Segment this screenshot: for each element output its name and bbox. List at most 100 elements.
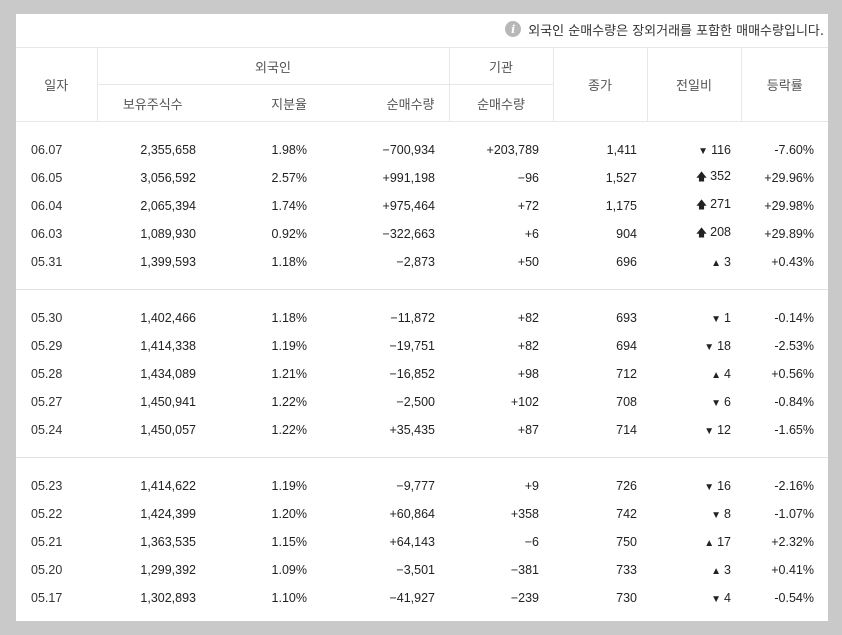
close-cell: 726 — [616, 478, 637, 493]
rate-cell: +29.89% — [764, 226, 814, 241]
change-cell: ▼ 18 — [647, 332, 741, 360]
change-value: 8 — [724, 506, 731, 521]
holdings-cell: 1,450,941 — [140, 394, 196, 409]
foreign-net-cell: −19,751 — [389, 338, 435, 353]
change-value: 352 — [710, 169, 731, 183]
foreign-net-cell: +60,864 — [389, 506, 435, 521]
spacer-cell — [16, 612, 828, 626]
header-date: 일자 — [16, 47, 97, 122]
holdings-cell: 3,056,592 — [140, 170, 196, 185]
holdings-cell: 1,450,057 — [140, 422, 196, 437]
ratio-cell: 1.19% — [271, 478, 307, 493]
triangle-down-icon: ▼ — [704, 481, 715, 493]
change-value: 208 — [710, 225, 731, 239]
close-cell: 712 — [616, 366, 637, 381]
triangle-up-icon: ▲ — [704, 537, 715, 549]
triangle-up-icon: ▲ — [711, 565, 722, 577]
change-value: 12 — [717, 422, 731, 437]
date-cell: 05.27 — [31, 394, 63, 409]
inst-net-cell: +102 — [510, 394, 539, 409]
ratio-cell: 1.18% — [271, 254, 307, 269]
header-institution: 기관 — [448, 47, 553, 85]
triangle-down-icon: ▼ — [711, 509, 722, 521]
table-row: 05.30 1,402,466 1.18% −11,872 +82 693 ▼ 1 -0.14% — [16, 304, 828, 332]
date-cell: 05.17 — [31, 590, 63, 605]
rate-cell: +29.98% — [764, 198, 814, 213]
change-value: 4 — [724, 366, 731, 381]
rate-cell: -0.54% — [774, 590, 814, 605]
spacer-cell — [16, 443, 828, 458]
rate-cell: -0.84% — [774, 394, 814, 409]
inst-net-cell: +9 — [524, 478, 539, 493]
close-cell: 733 — [616, 562, 637, 577]
change-cell: ▲ 4 — [647, 360, 741, 388]
change-value: 18 — [717, 338, 731, 353]
close-cell: 708 — [616, 394, 637, 409]
foreign-net-cell: −2,500 — [396, 394, 435, 409]
foreign-net-cell: +64,143 — [389, 534, 435, 549]
header-change: 전일비 — [646, 47, 741, 122]
row-spacer — [16, 290, 828, 304]
triangle-down-icon: ▼ — [711, 397, 722, 409]
holdings-cell: 1,399,593 — [140, 254, 196, 269]
table-row: 05.27 1,450,941 1.22% −2,500 +102 708 ▼ 6 -0.84% — [16, 388, 828, 416]
ratio-cell: 1.98% — [271, 142, 307, 157]
ratio-cell: 0.92% — [271, 226, 307, 241]
foreign-net-cell: −41,927 — [389, 590, 435, 605]
info-icon: i — [505, 21, 522, 37]
holdings-cell: 1,363,535 — [140, 534, 196, 549]
header-foreign-net: 순매수량 — [321, 84, 449, 122]
inst-net-cell: +6 — [524, 226, 539, 241]
table-row: 05.17 1,302,893 1.10% −41,927 −239 730 ▼ 4 -0.54… — [16, 584, 828, 612]
close-cell: 1,175 — [605, 198, 637, 213]
rate-cell: -2.53% — [774, 338, 814, 353]
change-cell: ▼ 16 — [647, 472, 741, 500]
change-value: 16 — [717, 478, 731, 493]
table-row: 05.28 1,434,089 1.21% −16,852 +98 712 ▲ 4 +0.56% — [16, 360, 828, 388]
header-ratio: 지분율 — [208, 84, 321, 122]
inst-net-cell: +358 — [510, 506, 539, 521]
rate-cell: +29.96% — [764, 170, 814, 185]
change-value: 1 — [724, 310, 731, 325]
date-cell: 05.20 — [31, 562, 63, 577]
rate-cell: +0.43% — [771, 254, 814, 269]
inst-net-cell: +98 — [517, 366, 539, 381]
change-value: 17 — [717, 534, 731, 549]
ratio-cell: 1.18% — [271, 310, 307, 325]
holdings-cell: 1,434,089 — [140, 366, 196, 381]
change-cell: ▲ 3 — [647, 556, 741, 584]
rate-cell: -0.14% — [774, 310, 814, 325]
foreign-net-cell: +991,198 — [382, 170, 435, 185]
close-cell: 714 — [616, 422, 637, 437]
change-cell: 🡅 208 — [647, 220, 741, 248]
inst-net-cell: −239 — [510, 590, 539, 605]
change-value: 3 — [724, 254, 731, 269]
header-close: 종가 — [552, 47, 647, 122]
holdings-cell: 1,302,893 — [140, 590, 196, 605]
change-cell: 🡅 271 — [647, 192, 741, 220]
change-value: 4 — [724, 590, 731, 605]
close-cell: 1,411 — [606, 142, 637, 157]
arrow-up-icon: 🡅 — [695, 227, 708, 239]
row-spacer — [16, 122, 828, 136]
ratio-cell: 1.15% — [271, 534, 307, 549]
change-cell: ▼ 8 — [647, 500, 741, 528]
table-row: 05.23 1,414,622 1.19% −9,777 +9 726 ▼ 16 -2.16% — [16, 472, 828, 500]
date-cell: 05.22 — [31, 506, 63, 521]
inst-net-cell: +72 — [517, 198, 539, 213]
rate-cell: -1.65% — [774, 422, 814, 437]
foreign-net-cell: −2,873 — [396, 254, 435, 269]
table-row: 06.05 3,056,592 2.57% +991,198 −96 1,527 🡅 352 +… — [16, 164, 828, 192]
holdings-cell: 2,065,394 — [140, 198, 196, 213]
spacer-cell — [16, 290, 828, 304]
foreign-net-cell: −16,852 — [389, 366, 435, 381]
date-cell: 06.05 — [31, 170, 63, 185]
ratio-cell: 1.09% — [271, 562, 307, 577]
close-cell: 730 — [616, 590, 637, 605]
change-cell: ▲ 17 — [647, 528, 741, 556]
spacer-cell — [16, 458, 828, 472]
table-body: 06.07 2,355,658 1.98% −700,934 +203,789 1,411… — [16, 122, 828, 626]
table-row: 06.04 2,065,394 1.74% +975,464 +72 1,175 🡅 271 +… — [16, 192, 828, 220]
change-cell: ▼ 12 — [647, 416, 741, 444]
change-cell: ▲ 3 — [647, 248, 741, 276]
